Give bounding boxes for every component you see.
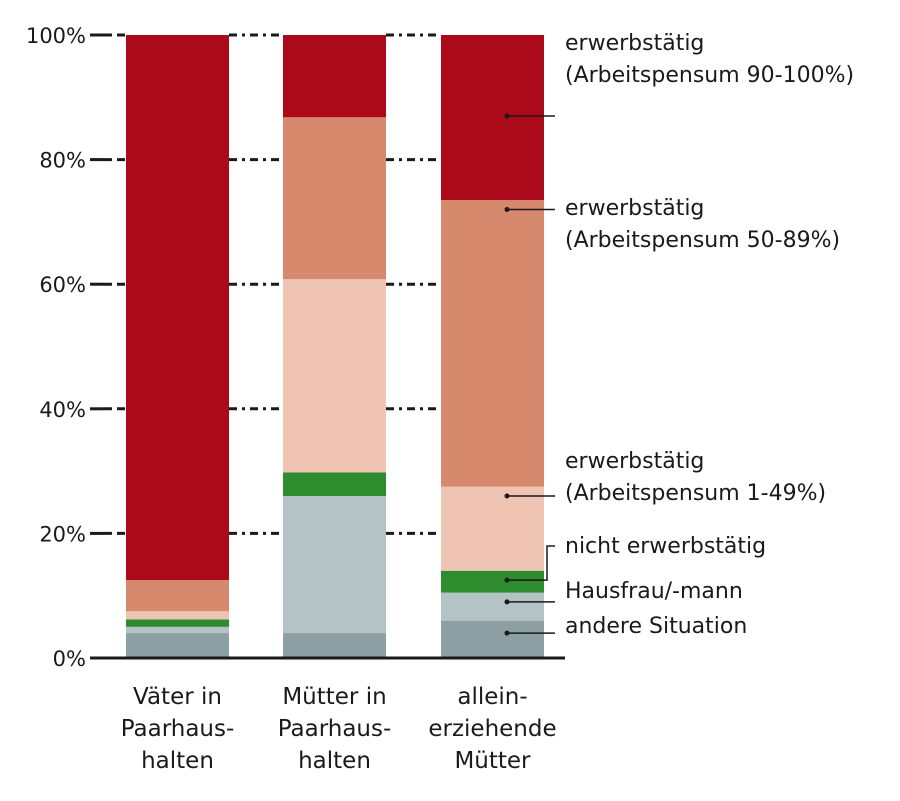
bar-segment	[283, 633, 386, 658]
y-tick-label: 0%	[53, 647, 86, 671]
bar-segment	[126, 35, 229, 581]
x-category-label: Mütter in	[282, 684, 386, 710]
x-category-label: halten	[298, 748, 371, 774]
x-category-label: Väter in	[133, 684, 222, 710]
legend-label: (Arbeitspensum 50-89%)	[565, 228, 840, 253]
legend-pointer-line	[507, 545, 555, 581]
y-tick-label: 60%	[39, 273, 86, 297]
legend-label: erwerbstätig	[565, 449, 704, 474]
bar-segment	[441, 200, 544, 487]
bar-segment	[283, 279, 386, 473]
y-tick-label: 100%	[26, 24, 86, 48]
bar-segment	[441, 592, 544, 621]
legend-label: (Arbeitspensum 1-49%)	[565, 481, 826, 506]
bars	[126, 35, 544, 658]
grid-lines	[104, 33, 441, 535]
bar-segment	[126, 619, 229, 627]
legend-label: nicht erwerbstätig	[565, 534, 766, 559]
bar-segment	[283, 35, 386, 118]
legend-label: andere Situation	[565, 614, 747, 639]
x-category-label: allein-	[457, 684, 527, 710]
bar-segment	[441, 486, 544, 571]
x-category-label: erziehende	[428, 716, 556, 742]
bar-segment	[126, 626, 229, 634]
bar-segment	[283, 472, 386, 497]
bar-segment	[126, 580, 229, 612]
bar-segment	[283, 496, 386, 634]
x-category-label: Paarhaus-	[278, 716, 392, 742]
x-category-label: Paarhaus-	[121, 716, 235, 742]
y-tick-label: 40%	[39, 398, 86, 422]
legend-label: erwerbstätig	[565, 31, 704, 56]
bar-segment	[441, 570, 544, 593]
y-tick-label: 20%	[39, 522, 86, 546]
x-axis-labels: Väter in Paarhaus-halten Mütter in Paarhaus…	[121, 684, 557, 774]
bar-segment	[126, 611, 229, 620]
bar-segment	[126, 633, 229, 658]
y-tick-label: 80%	[39, 149, 86, 173]
bar-segment	[283, 117, 386, 280]
legend-label: erwerbstätig	[565, 196, 704, 221]
legend-label: (Arbeitspensum 90-100%)	[565, 63, 854, 88]
bar-segment	[441, 620, 544, 658]
legend-label: Hausfrau/-mann	[565, 579, 743, 604]
y-axis: 0% 20% 40% 60% 80% 100%	[26, 24, 565, 671]
bar-segment	[441, 35, 544, 201]
x-category-label: Mütter	[454, 748, 531, 774]
x-category-label: halten	[141, 748, 214, 774]
legend: erwerbstätig (Arbeitspensum 90-100%) erwer…	[504, 31, 854, 639]
